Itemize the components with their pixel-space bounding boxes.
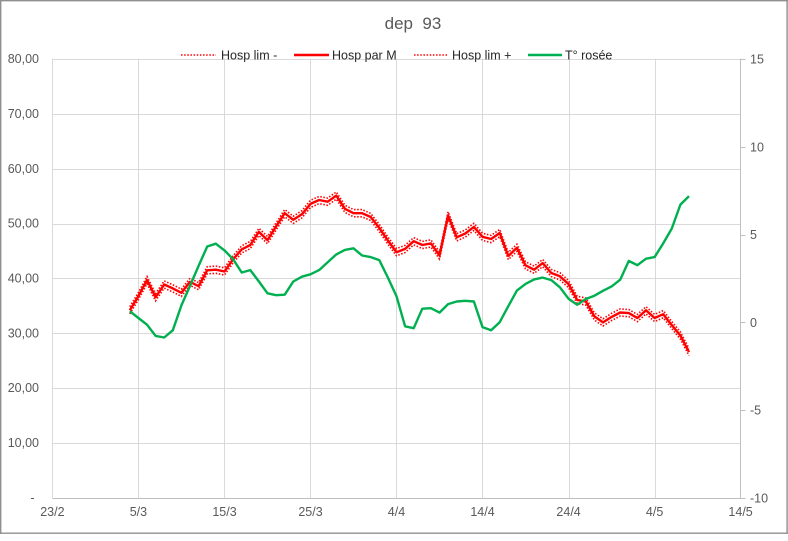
svg-text:15/3: 15/3: [212, 505, 236, 519]
svg-text:25/3: 25/3: [298, 505, 322, 519]
svg-text:5: 5: [750, 228, 757, 242]
svg-text:Hosp par M: Hosp par M: [332, 49, 397, 63]
svg-text:60,00: 60,00: [8, 162, 39, 176]
svg-text:4/4: 4/4: [388, 505, 405, 519]
svg-text:dep 93: dep 93: [385, 14, 442, 33]
svg-text:15: 15: [750, 53, 764, 67]
svg-text:23/2: 23/2: [40, 505, 64, 519]
svg-text:24/4: 24/4: [556, 505, 580, 519]
svg-text:20,00: 20,00: [8, 381, 39, 395]
svg-text:0: 0: [750, 316, 757, 330]
svg-text:-10: -10: [750, 492, 768, 506]
svg-text:14/4: 14/4: [470, 505, 494, 519]
svg-text:10,00: 10,00: [8, 436, 39, 450]
svg-text:-5: -5: [750, 404, 761, 418]
svg-text:-: -: [30, 491, 34, 505]
svg-text:5/3: 5/3: [130, 505, 147, 519]
svg-text:4/5: 4/5: [646, 505, 663, 519]
svg-text:50,00: 50,00: [8, 217, 39, 231]
svg-text:70,00: 70,00: [8, 107, 39, 121]
svg-text:40,00: 40,00: [8, 272, 39, 286]
svg-text:14/5: 14/5: [728, 505, 752, 519]
svg-text:80,00: 80,00: [8, 52, 39, 66]
svg-text:10: 10: [750, 140, 764, 154]
svg-text:Hosp lim +: Hosp lim +: [452, 49, 511, 63]
svg-text:Hosp lim -: Hosp lim -: [221, 49, 277, 63]
svg-text:T° rosée: T° rosée: [565, 49, 612, 63]
svg-text:30,00: 30,00: [8, 326, 39, 340]
